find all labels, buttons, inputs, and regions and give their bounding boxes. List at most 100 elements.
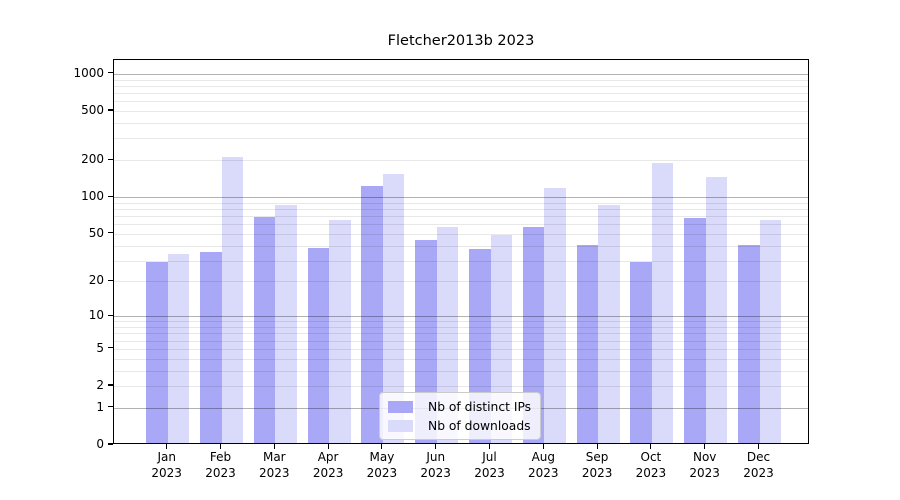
x-tick-month: May — [369, 450, 395, 464]
y-tick-mark — [108, 158, 113, 160]
x-tick-year: 2023 — [205, 465, 236, 480]
y-tick-mark — [108, 279, 113, 281]
x-tick-year: 2023 — [259, 465, 290, 480]
x-tick-month: Aug — [531, 450, 556, 464]
x-tick-month: Mar — [262, 450, 286, 464]
bar-downloads-apr — [329, 220, 351, 443]
y-tick-mark — [108, 443, 113, 445]
bars-layer — [114, 60, 808, 443]
bar-distinct-ips-aug — [522, 226, 545, 443]
bar-distinct-ips-nov — [684, 217, 706, 443]
x-tick-label: Oct 2023 — [619, 450, 683, 481]
bar-downloads-sep — [598, 205, 620, 443]
y-tick-mark — [108, 384, 113, 386]
x-tick-label: Aug 2023 — [511, 450, 575, 481]
x-tick-label: Apr 2023 — [296, 450, 360, 481]
x-tick-mark — [596, 444, 598, 449]
x-tick-mark — [381, 444, 383, 449]
bar-distinct-ips-apr — [307, 247, 330, 443]
y-tick-label: 200 — [81, 152, 104, 167]
y-tick-label: 20 — [88, 273, 104, 288]
bar-downloads-jul — [490, 235, 512, 443]
x-tick-mark — [757, 444, 760, 449]
y-tick-mark — [108, 195, 113, 197]
bar-distinct-ips-feb — [200, 252, 222, 443]
x-tick-label: Jul 2023 — [458, 450, 522, 481]
y-tick-mark — [108, 314, 113, 316]
x-tick-month: Jan — [157, 450, 176, 464]
x-tick-label: May 2023 — [350, 450, 414, 481]
x-tick-label: Feb 2023 — [189, 450, 253, 481]
plot-area: Nb of distinct IPs Nb of downloads — [113, 59, 809, 444]
x-tick-year: 2023 — [366, 465, 398, 480]
x-tick-label: Nov 2023 — [673, 450, 737, 481]
bar-downloads-dec — [759, 220, 781, 443]
y-tick-mark — [108, 232, 113, 234]
y-tick-mark — [108, 347, 113, 349]
bar-distinct-ips-oct — [630, 262, 652, 443]
legend-swatch-downloads — [388, 419, 413, 432]
x-tick-month: Oct — [640, 450, 662, 464]
legend-label-distinct-ips: Nb of distinct IPs — [428, 399, 532, 414]
x-tick-year: 2023 — [474, 465, 505, 480]
legend-label-downloads: Nb of downloads — [428, 418, 531, 433]
x-tick-mark — [435, 444, 437, 449]
x-tick-mark — [219, 444, 222, 449]
x-tick-year: 2023 — [312, 465, 344, 480]
y-tick-label: 1000 — [73, 65, 104, 80]
y-tick-mark — [108, 109, 113, 111]
y-tick-label: 0 — [96, 437, 104, 451]
bar-distinct-ips-sep — [576, 244, 599, 443]
y-tick-label: 50 — [88, 225, 104, 240]
bar-downloads-nov — [705, 176, 728, 443]
x-tick-label: Jun 2023 — [404, 450, 468, 481]
x-tick-mark — [273, 444, 275, 449]
x-tick-year: 2023 — [151, 465, 182, 480]
x-tick-year: 2023 — [635, 465, 667, 480]
bar-downloads-mar — [275, 205, 297, 443]
y-tick-label: 2 — [96, 378, 104, 392]
x-tick-year: 2023 — [743, 465, 774, 480]
y-tick-label: 1 — [96, 399, 104, 414]
y-tick-label: 500 — [81, 103, 104, 117]
bar-downloads-may — [382, 173, 405, 443]
x-tick-month: Feb — [209, 450, 232, 464]
x-tick-mark — [650, 444, 652, 449]
y-tick-label: 5 — [96, 340, 104, 355]
bar-distinct-ips-dec — [738, 244, 760, 443]
y-tick-label: 10 — [88, 308, 104, 323]
x-tick-label: Sep 2023 — [565, 450, 629, 481]
x-tick-mark — [704, 444, 706, 449]
x-tick-mark — [327, 444, 329, 449]
x-tick-month: Sep — [585, 450, 609, 464]
bar-downloads-oct — [651, 163, 674, 443]
legend-swatch-distinct-ips — [388, 400, 413, 413]
x-tick-year: 2023 — [581, 465, 613, 480]
x-tick-mark — [542, 444, 544, 449]
legend-entry-distinct-ips: Nb of distinct IPs — [388, 398, 531, 415]
bar-distinct-ips-jan — [146, 262, 168, 443]
x-tick-month: Dec — [746, 450, 771, 464]
legend: Nb of distinct IPs Nb of downloads — [379, 392, 542, 440]
bar-downloads-jun — [436, 226, 459, 443]
x-tick-month: Jul — [482, 450, 497, 464]
y-tick-mark — [108, 72, 113, 74]
x-tick-month: Jun — [426, 450, 446, 464]
chart-title: Fletcher2013b 2023 — [387, 33, 535, 49]
x-tick-label: Mar 2023 — [242, 450, 306, 481]
x-tick-month: Apr — [317, 450, 339, 464]
bar-downloads-feb — [221, 157, 243, 443]
x-tick-year: 2023 — [528, 465, 559, 480]
y-tick-label: 100 — [81, 189, 104, 204]
bar-downloads-aug — [544, 187, 566, 443]
x-tick-label: Jan 2023 — [135, 450, 199, 481]
x-tick-mark — [488, 444, 491, 449]
bar-distinct-ips-may — [361, 186, 383, 443]
x-tick-year: 2023 — [420, 465, 451, 480]
x-tick-mark — [166, 444, 168, 449]
x-tick-year: 2023 — [689, 465, 720, 480]
legend-entry-downloads: Nb of downloads — [388, 417, 531, 434]
x-tick-month: Nov — [692, 450, 717, 464]
x-tick-label: Dec 2023 — [727, 450, 791, 481]
